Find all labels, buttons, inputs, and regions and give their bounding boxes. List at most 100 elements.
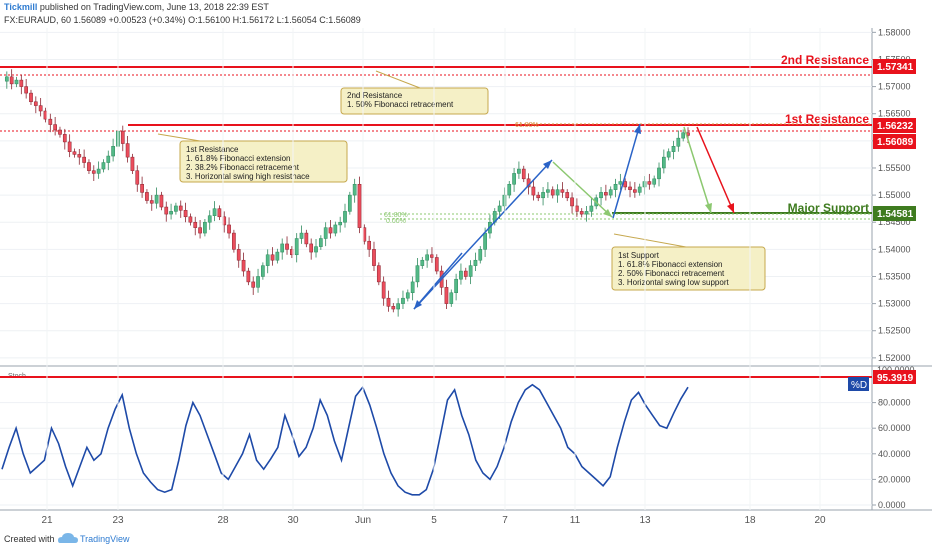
- note-line: 3. Horizontal swing high resistnace: [186, 172, 310, 181]
- candle-body: [463, 270, 468, 277]
- candle-body: [159, 194, 164, 208]
- candle-body: [174, 205, 178, 212]
- candle-body: [53, 124, 57, 131]
- candle-body: [193, 221, 198, 228]
- candle-body: [507, 184, 512, 196]
- candle-body: [87, 162, 91, 171]
- candle-body: [323, 227, 328, 239]
- price-tick-label: 1.52000: [878, 353, 911, 363]
- candle-body: [232, 232, 236, 250]
- stoch-legend-box[interactable]: [848, 377, 869, 391]
- stoch-line[interactable]: [1, 383, 689, 496]
- candle-body: [628, 186, 632, 190]
- time-tick-label: 18: [744, 515, 756, 526]
- candle-body: [19, 79, 24, 87]
- candle-body: [459, 270, 463, 280]
- price-chart[interactable]: 61.80% 61.80% 0.00% 2nd Resistance 1st R…: [0, 0, 932, 530]
- time-tick-label: Jun: [355, 515, 371, 526]
- note-pointer: [157, 133, 201, 142]
- candle-body: [497, 205, 502, 212]
- candle-body: [623, 181, 628, 188]
- candle-body: [555, 189, 560, 196]
- candle-body: [217, 208, 222, 218]
- price-pane[interactable]: [0, 28, 872, 366]
- candle-body: [318, 238, 323, 247]
- time-tick-label: 30: [287, 515, 299, 526]
- first-support-note[interactable]: 1st Support 1. 61.8% Fibonacci extension…: [611, 233, 766, 291]
- second-resistance-note[interactable]: 2nd Resistance 1. 50% Fibonacci retracem…: [340, 70, 489, 115]
- note-line: 1. 61.8% Fibonacci extension: [618, 260, 723, 269]
- first-resistance-badge-text: 1.56232: [877, 121, 914, 132]
- arrow-blue-up-1-head: [543, 160, 552, 169]
- note-title: 2nd Resistance: [347, 91, 403, 100]
- candle-body: [294, 238, 299, 256]
- candle-body: [265, 254, 270, 266]
- price-tick-label: 1.55500: [878, 163, 911, 173]
- candle-body: [517, 168, 521, 174]
- candle-body: [343, 211, 347, 223]
- candle-body: [106, 155, 111, 163]
- candle-body: [188, 216, 193, 223]
- candle-body: [521, 168, 526, 180]
- candle-body: [48, 118, 53, 125]
- price-tick-label: 1.56500: [878, 109, 911, 119]
- candle-body: [333, 224, 338, 234]
- candle-body: [241, 259, 246, 272]
- brand-name[interactable]: Tickmill: [4, 2, 38, 12]
- major-support-badge: [873, 206, 916, 221]
- candle-body: [676, 137, 681, 147]
- candle-body: [169, 211, 173, 215]
- note-pointer: [613, 233, 687, 248]
- candle-body: [405, 292, 410, 299]
- candle-body: [101, 162, 106, 170]
- tradingview-link[interactable]: TradingView: [80, 534, 130, 544]
- candle-body: [314, 246, 318, 253]
- candle-body: [584, 211, 589, 215]
- candle-body: [483, 232, 487, 250]
- candle-body: [546, 189, 550, 193]
- candle-body: [338, 221, 343, 226]
- candle-body: [96, 168, 101, 174]
- candle-body: [454, 278, 458, 294]
- price-axis[interactable]: 1.580001.575001.570001.565001.560001.555…: [872, 27, 911, 363]
- arrow-blue-down-head: [414, 300, 422, 309]
- major-support-badge-text: 1.54581: [877, 209, 914, 220]
- candle-body: [604, 192, 608, 196]
- candle-body: [473, 259, 478, 266]
- note-line: 2. 50% Fibonacci retracement: [618, 269, 725, 278]
- stoch-tick-label: 0.0000: [878, 500, 906, 510]
- arrow-green-proj: [683, 126, 712, 214]
- chart-header: Tickmill published on TradingView.com, J…: [0, 0, 932, 28]
- arrow-green-proj-head: [705, 203, 712, 213]
- candle-body: [444, 287, 449, 304]
- time-tick-label: 5: [431, 515, 437, 526]
- candle-body: [376, 265, 381, 283]
- price-tick-label: 1.53500: [878, 271, 911, 281]
- arrow-blue-down: [413, 252, 463, 310]
- candle-body: [9, 76, 14, 85]
- candle-body: [91, 170, 96, 174]
- note-line: 1. 50% Fibonacci retracement: [347, 100, 454, 109]
- tradingview-logo-cloud: [58, 533, 78, 543]
- time-tick-label: 7: [502, 515, 508, 526]
- candle-body: [135, 170, 140, 185]
- note-line: 3. Horizontal swing low support: [618, 278, 729, 287]
- candle-body: [62, 134, 67, 143]
- candle-body: [72, 151, 77, 155]
- time-axis[interactable]: 21 23 28 30 Jun 5 7 11 13 18 20: [41, 28, 826, 526]
- stoch-axis[interactable]: 80.0000 60.0000 40.0000 20.0000 0.0000: [872, 398, 911, 510]
- price-tick-label: 1.54500: [878, 217, 911, 227]
- candle-body: [401, 297, 405, 304]
- candle-body: [227, 224, 231, 234]
- tradingview-logo-icon[interactable]: [58, 532, 78, 546]
- candle-body: [270, 254, 275, 261]
- first-resistance-label: 1st Resistance: [785, 112, 869, 126]
- candle-body: [198, 227, 202, 234]
- candlestick-series[interactable]: [4, 69, 690, 317]
- candle-body: [560, 189, 565, 193]
- stoch-legend: %D: [851, 380, 867, 391]
- candle-body: [575, 205, 579, 212]
- candle-body: [410, 281, 415, 294]
- candle-body: [347, 194, 352, 212]
- first-resistance-note[interactable]: 1st Resistance 1. 61.8% Fibonacci extens…: [157, 133, 348, 183]
